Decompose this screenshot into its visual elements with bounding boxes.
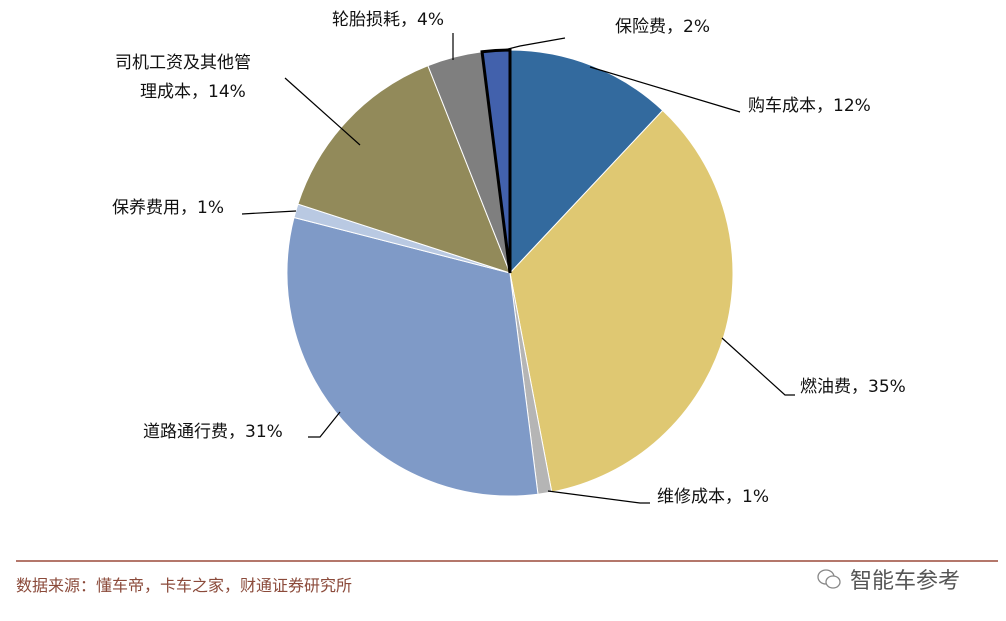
pie-slice-7 bbox=[480, 48, 512, 274]
label-purchase: 购车成本，12% bbox=[748, 96, 871, 116]
leader-line-purchase bbox=[589, 66, 741, 113]
pie-slice-5 bbox=[297, 65, 511, 274]
label-insurance: 保险费，2% bbox=[615, 17, 710, 37]
pie-slice-3 bbox=[286, 216, 539, 497]
leader-line-toll bbox=[308, 411, 341, 438]
leader-line-maintenance bbox=[241, 210, 297, 215]
pie-slice-0 bbox=[509, 49, 664, 275]
leader-line-driver bbox=[284, 77, 361, 146]
pie-slice-1 bbox=[509, 109, 734, 493]
label-repair: 维修成本，1% bbox=[657, 487, 769, 507]
label-maintenance: 保养费用，1% bbox=[112, 198, 224, 218]
watermark: 智能车参考 bbox=[850, 569, 961, 594]
label-driver-line1: 司机工资及其他管 bbox=[115, 53, 251, 73]
label-fuel: 燃油费，35% bbox=[800, 377, 906, 397]
leader-line-repair bbox=[547, 490, 650, 504]
leader-line-fuel bbox=[721, 337, 795, 396]
source-note: 数据来源：懂车帝，卡车之家，财通证券研究所 bbox=[16, 576, 353, 595]
leader-line-insurance bbox=[499, 37, 566, 52]
label-driver-line2: 理成本，14% bbox=[140, 82, 246, 102]
label-tire: 轮胎损耗，4% bbox=[332, 10, 444, 30]
wechat-icon bbox=[817, 569, 841, 589]
leader-lines bbox=[241, 33, 795, 504]
label-toll: 道路通行费，31% bbox=[143, 422, 283, 442]
